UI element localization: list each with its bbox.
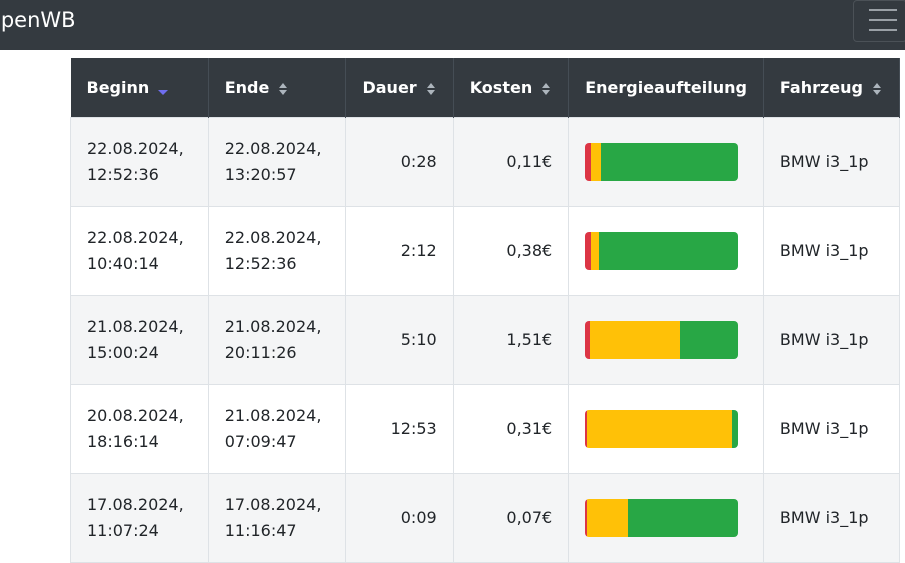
duration-cell: 2:12 [345,206,454,296]
end-cell: 22.08.2024, 12:52:36 [207,206,347,296]
energy-segment [585,499,587,537]
cost-cell: 0,38€ [452,206,570,296]
energy-segment [591,232,599,270]
column-title: Energieaufteilung [585,78,747,97]
energy-segment [628,499,739,537]
end-cell: 21.08.2024, 07:09:47 [207,384,347,474]
column-header: Energieaufteilung [568,58,764,118]
header-row: Beginn Ende Dauer Kosten Energieaufteilung Fa… [70,58,901,118]
duration-cell: 5:10 [345,295,454,385]
cost-cell: 0,31€ [452,384,570,474]
table-row[interactable]: 22.08.2024, 12:52:36 22.08.2024, 13:20:57… [70,117,901,207]
begin-cell: 17.08.2024, 11:07:24 [70,473,209,563]
vehicle-cell: BMW i3_1p [762,473,901,563]
energy-segment [586,410,733,448]
energy-bar [585,499,739,537]
end-cell: 21.08.2024, 20:11:26 [207,295,347,385]
energy-segment [586,499,629,537]
table-row[interactable]: 21.08.2024, 15:00:24 21.08.2024, 20:11:26… [70,295,901,385]
duration-cell: 0:28 [345,117,454,207]
vehicle-cell: BMW i3_1p [762,384,901,474]
sort-icon[interactable] [425,81,437,97]
charge-log-table: Beginn Ende Dauer Kosten Energieaufteilung Fa… [70,58,901,563]
energy-bar [585,321,739,359]
energy-bar [585,410,739,448]
column-title: Fahrzeug [779,78,863,97]
cost-cell: 0,11€ [452,117,570,207]
column-header[interactable]: Dauer [345,58,454,118]
sort-icon[interactable] [540,81,552,97]
table-row[interactable]: 20.08.2024, 18:16:14 21.08.2024, 07:09:47… [70,384,901,474]
column-header[interactable]: Ende [208,58,347,118]
table-row[interactable]: 17.08.2024, 11:07:24 17.08.2024, 11:16:47… [70,473,901,563]
energy-segment [680,321,739,359]
vehicle-cell: BMW i3_1p [762,206,901,296]
vehicle-cell: BMW i3_1p [762,295,901,385]
column-title: Dauer [362,78,417,97]
end-cell: 22.08.2024, 13:20:57 [207,117,347,207]
column-title: Kosten [469,78,533,97]
sort-icon[interactable] [871,81,883,97]
cost-cell: 1,51€ [452,295,570,385]
column-header[interactable]: Kosten [453,58,570,118]
column-title: Beginn [86,78,150,97]
energy-cell [568,206,764,296]
begin-cell: 22.08.2024, 10:40:14 [70,206,209,296]
menu-button[interactable] [853,0,905,42]
energy-segment [585,143,592,181]
energy-cell [568,117,764,207]
table-row[interactable]: 22.08.2024, 10:40:14 22.08.2024, 12:52:36… [70,206,901,296]
navbar: openWB [0,0,905,50]
duration-cell: 0:09 [345,473,454,563]
column-header[interactable]: Beginn [70,58,209,118]
energy-segment [589,321,681,359]
sort-icon[interactable] [157,81,169,97]
duration-cell: 12:53 [345,384,454,474]
energy-cell [568,295,764,385]
energy-segment [600,143,739,181]
begin-cell: 21.08.2024, 15:00:24 [70,295,209,385]
brand[interactable]: openWB [0,8,76,32]
energy-bar [585,143,739,181]
energy-segment [585,410,587,448]
energy-segment [585,232,592,270]
energy-cell [568,384,764,474]
sort-icon[interactable] [277,81,289,97]
column-title: Ende [224,78,270,97]
table-body: 22.08.2024, 12:52:36 22.08.2024, 13:20:57… [70,117,901,563]
begin-cell: 20.08.2024, 18:16:14 [70,384,209,474]
energy-segment [732,410,739,448]
begin-cell: 22.08.2024, 12:52:36 [70,117,209,207]
energy-segment [598,232,739,270]
energy-bar [585,232,739,270]
energy-segment [585,321,590,359]
column-header[interactable]: Fahrzeug [763,58,901,118]
end-cell: 17.08.2024, 11:16:47 [207,473,347,563]
vehicle-cell: BMW i3_1p [762,117,901,207]
energy-segment [591,143,601,181]
cost-cell: 0,07€ [452,473,570,563]
energy-cell [568,473,764,563]
